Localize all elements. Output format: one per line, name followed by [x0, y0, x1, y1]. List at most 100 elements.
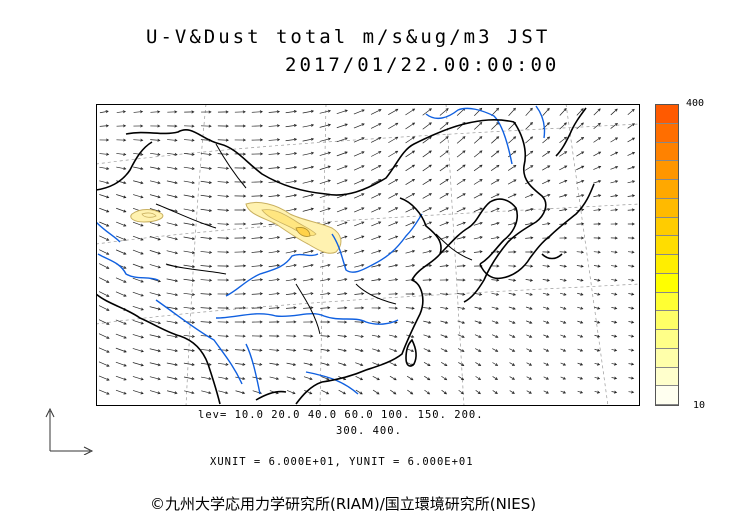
wind-arrow — [99, 152, 110, 156]
colorbar-band — [656, 142, 678, 162]
wind-arrow — [355, 389, 363, 395]
wind-arrow — [440, 348, 448, 352]
wind-arrow — [492, 376, 499, 380]
wind-arrow — [388, 179, 399, 185]
wind-arrow — [542, 264, 551, 268]
wind-arrow — [200, 362, 212, 366]
wind-arrow — [473, 179, 483, 185]
wind-arrow — [115, 235, 127, 241]
wind-arrow — [268, 306, 280, 310]
wind-arrow — [439, 164, 449, 172]
wind-arrow — [593, 165, 602, 170]
wind-arrow — [525, 264, 534, 268]
wind-arrow — [627, 137, 636, 143]
wind-arrow — [337, 348, 347, 352]
wind-arrow — [474, 292, 483, 296]
wind-arrow — [150, 110, 161, 114]
wind-arrow — [99, 180, 110, 185]
wind-arrow — [234, 180, 247, 184]
wind-arrow — [116, 166, 127, 171]
colorbar-band — [656, 180, 678, 199]
wind-arrow — [217, 334, 229, 338]
wind-arrow — [594, 348, 601, 352]
wind-arrow — [422, 164, 432, 172]
wind-arrow — [594, 320, 601, 324]
wind-arrow — [183, 376, 195, 381]
wind-arrow — [217, 152, 230, 156]
wind-arrow — [508, 292, 517, 296]
wind-arrow — [321, 376, 330, 381]
wind-arrow — [217, 306, 230, 310]
wind-arrow — [336, 221, 348, 227]
wind-arrow — [457, 292, 466, 296]
wind-arrow — [354, 348, 364, 352]
wind-arrow — [628, 306, 635, 310]
wind-arrow — [456, 136, 466, 144]
wind-arrow — [474, 334, 482, 338]
wind-arrow — [321, 389, 330, 395]
wind-arrow — [320, 292, 331, 296]
wind-arrow — [370, 137, 382, 143]
wind-arrow — [507, 193, 517, 199]
wind-arrow — [576, 136, 585, 143]
wind-arrow — [611, 376, 618, 380]
wind-arrow — [115, 277, 127, 283]
wind-arrow — [473, 136, 483, 144]
wind-arrow — [149, 236, 161, 241]
wind-arrow — [371, 263, 382, 268]
wind-arrow — [627, 108, 635, 115]
wind-arrow — [200, 166, 212, 170]
wind-arrow — [457, 278, 466, 282]
wind-arrow — [183, 334, 196, 338]
wind-arrow — [183, 208, 196, 213]
wind-arrow — [201, 390, 212, 395]
wind-arrow — [490, 164, 500, 172]
wind-arrow — [473, 193, 483, 199]
wind-arrow — [98, 291, 110, 297]
wind-arrow — [458, 376, 465, 381]
dust-wind-map — [96, 104, 640, 406]
wind-arrow — [611, 278, 618, 282]
wind-arrow — [627, 123, 635, 129]
wind-arrow — [98, 319, 110, 325]
wind-arrow — [372, 348, 381, 353]
wind-arrow — [338, 389, 346, 395]
wind-arrow — [354, 292, 365, 296]
levels-line-2: 300. 400. — [336, 425, 402, 437]
wind-arrow — [473, 164, 483, 172]
wind-arrow — [576, 108, 584, 116]
wind-arrow — [593, 236, 601, 240]
wind-arrow — [201, 376, 212, 381]
wind-arrow — [234, 264, 247, 268]
wind-arrow — [389, 348, 398, 353]
wind-arrow — [388, 193, 399, 199]
wind-arrow — [388, 235, 399, 241]
wind-arrow — [525, 250, 534, 254]
wind-arrow — [133, 110, 144, 114]
wind-arrow — [456, 250, 466, 254]
wind-arrow — [217, 348, 229, 352]
wind-arrow — [610, 222, 618, 226]
wind-arrow — [303, 376, 313, 381]
wind-arrow — [405, 164, 416, 172]
wind-arrow — [388, 150, 399, 158]
wind-arrow — [594, 390, 601, 394]
wind-arrow — [611, 320, 618, 324]
wind-arrow — [183, 180, 195, 185]
wind-arrow — [98, 305, 110, 311]
wind-arrow — [353, 193, 365, 199]
wind-arrow — [234, 138, 247, 142]
wind-arrow — [167, 138, 178, 142]
wind-arrow — [492, 390, 498, 394]
colorbar-band — [656, 292, 678, 312]
wind-arrow — [184, 110, 195, 114]
wind-arrow — [490, 179, 500, 185]
credit-text: ©九州大学応用力学研究所(RIAM)/国立環境研究所(NIES) — [150, 495, 537, 513]
wind-arrow — [439, 193, 449, 199]
wind-arrow — [525, 165, 534, 171]
wind-arrow — [456, 264, 466, 268]
wind-arrow — [594, 376, 601, 380]
wind-arrow — [440, 320, 449, 324]
wind-arrow — [251, 236, 264, 240]
wind-arrow — [133, 180, 144, 185]
